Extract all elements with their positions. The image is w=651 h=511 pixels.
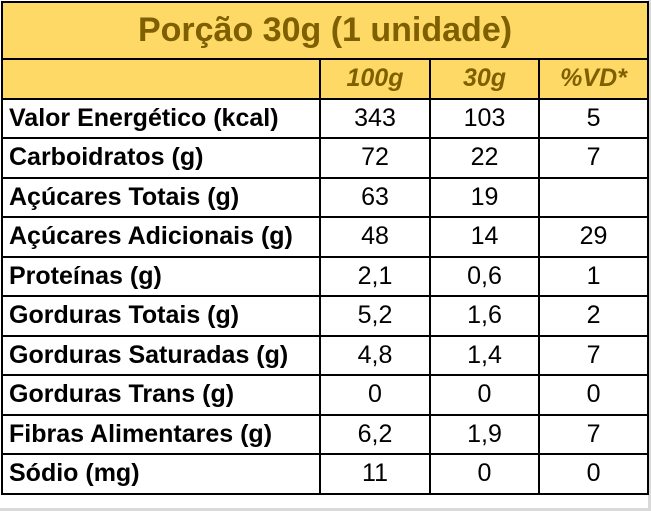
table-row: Gorduras Saturadas (g) 4,8 1,4 7 — [1, 334, 650, 376]
value-30g[interactable]: 22 — [429, 137, 540, 179]
value-100g[interactable]: 63 — [319, 176, 431, 218]
table-row: Gorduras Totais (g) 5,2 1,6 2 — [1, 295, 650, 337]
value-30g[interactable]: 0 — [429, 453, 540, 495]
value-vd[interactable]: 5 — [537, 97, 650, 139]
table-row: Valor Energético (kcal) 343 103 5 — [1, 97, 650, 139]
table-row: Sódio (mg) 11 0 0 — [1, 453, 650, 495]
value-vd[interactable]: 0 — [537, 374, 650, 416]
row-label[interactable]: Valor Energético (kcal) — [1, 97, 321, 139]
title-row: Porção 30g (1 unidade) — [0, 1, 650, 60]
row-label[interactable]: Proteínas (g) — [1, 255, 321, 297]
value-100g[interactable]: 72 — [319, 137, 431, 179]
sheet-edge-bottom — [0, 508, 651, 511]
row-label[interactable]: Carboidratos (g) — [1, 137, 321, 179]
value-vd[interactable]: 7 — [537, 413, 650, 455]
value-vd[interactable]: 0 — [537, 453, 650, 495]
row-label[interactable]: Gorduras Saturadas (g) — [1, 334, 321, 376]
table-row: Gorduras Trans (g) 0 0 0 — [1, 374, 650, 416]
value-vd[interactable]: 2 — [537, 295, 650, 337]
column-header-100g[interactable]: 100g — [319, 58, 431, 100]
value-100g[interactable]: 6,2 — [319, 413, 431, 455]
value-vd[interactable]: 7 — [537, 137, 650, 179]
row-label[interactable]: Gorduras Trans (g) — [1, 374, 321, 416]
value-vd[interactable]: 1 — [537, 255, 650, 297]
value-vd[interactable] — [537, 176, 650, 218]
table-row: Açúcares Adicionais (g) 48 14 29 — [1, 216, 650, 258]
value-100g[interactable]: 2,1 — [319, 255, 431, 297]
value-30g[interactable]: 103 — [429, 97, 540, 139]
row-label[interactable]: Fibras Alimentares (g) — [1, 413, 321, 455]
column-header-30g[interactable]: 30g — [429, 58, 540, 100]
value-vd[interactable]: 29 — [537, 216, 650, 258]
value-30g[interactable]: 1,6 — [429, 295, 540, 337]
row-label[interactable]: Açúcares Adicionais (g) — [1, 216, 321, 258]
row-label[interactable]: Gorduras Totais (g) — [1, 295, 321, 337]
row-label[interactable]: Sódio (mg) — [1, 453, 321, 495]
value-30g[interactable]: 14 — [429, 216, 540, 258]
value-100g[interactable]: 4,8 — [319, 334, 431, 376]
table-row: Carboidratos (g) 72 22 7 — [1, 137, 650, 179]
value-30g[interactable]: 0,6 — [429, 255, 540, 297]
table-row: Fibras Alimentares (g) 6,2 1,9 7 — [1, 413, 650, 455]
value-vd[interactable]: 7 — [537, 334, 650, 376]
value-30g[interactable]: 1,9 — [429, 413, 540, 455]
table-row: Proteínas (g) 2,1 0,6 1 — [1, 255, 650, 297]
value-30g[interactable]: 19 — [429, 176, 540, 218]
column-header-vd[interactable]: %VD* — [537, 58, 650, 100]
value-100g[interactable]: 5,2 — [319, 295, 431, 337]
column-header-row: 100g 30g %VD* — [1, 58, 650, 100]
value-30g[interactable]: 1,4 — [429, 334, 540, 376]
value-100g[interactable]: 48 — [319, 216, 431, 258]
table-title[interactable]: Porção 30g (1 unidade) — [0, 1, 650, 60]
nutrition-table: Porção 30g (1 unidade) 100g 30g %VD* Val… — [0, 1, 650, 495]
value-100g[interactable]: 343 — [319, 97, 431, 139]
row-label[interactable]: Açúcares Totais (g) — [1, 176, 321, 218]
column-header-blank[interactable] — [1, 58, 321, 100]
sheet-edge-right — [648, 0, 651, 511]
value-100g[interactable]: 0 — [319, 374, 431, 416]
table-row: Açúcares Totais (g) 63 19 — [1, 176, 650, 218]
value-30g[interactable]: 0 — [429, 374, 540, 416]
value-100g[interactable]: 11 — [319, 453, 431, 495]
